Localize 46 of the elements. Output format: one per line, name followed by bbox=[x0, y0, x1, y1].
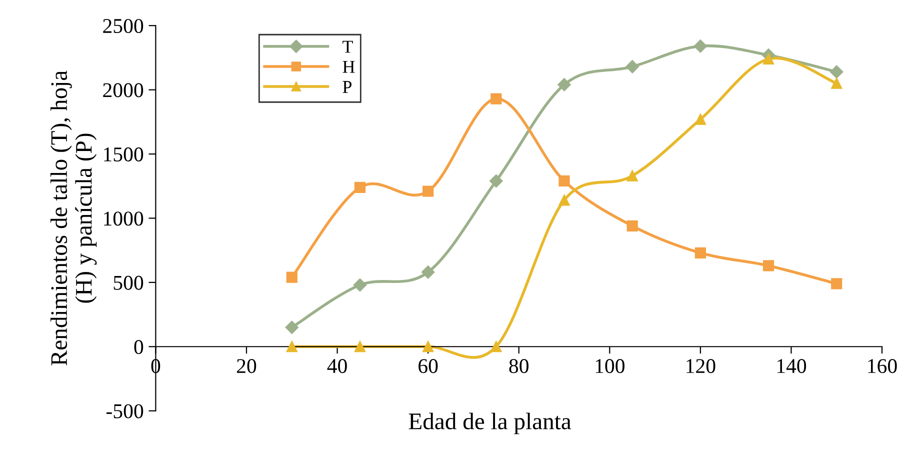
point bbox=[286, 272, 298, 283]
x-axis-title: Edad de la planta bbox=[408, 412, 572, 434]
x-tick-label: 160 bbox=[868, 359, 897, 374]
point bbox=[762, 260, 774, 272]
y-tick-label: 1000 bbox=[104, 212, 144, 226]
point bbox=[354, 341, 366, 352]
x-tick-label: 80 bbox=[509, 359, 528, 374]
x-tick-label: 120 bbox=[686, 359, 716, 374]
point bbox=[830, 65, 844, 78]
y-tick-label: 1500 bbox=[104, 147, 144, 162]
y-axis-title: Rendimientos de tallo (T), hoja (H) y panícula (P) bbox=[50, 70, 97, 366]
x-tick-label: 20 bbox=[236, 359, 256, 374]
point bbox=[354, 182, 366, 193]
point bbox=[762, 53, 774, 65]
point bbox=[286, 341, 298, 352]
point bbox=[558, 175, 570, 187]
point bbox=[694, 40, 708, 53]
y-tick-label: 2500 bbox=[103, 18, 144, 34]
point bbox=[626, 60, 639, 74]
point bbox=[422, 186, 434, 197]
point bbox=[421, 266, 435, 279]
y-tick-label: 0 bbox=[134, 340, 144, 354]
y-tick-label: 2000 bbox=[103, 83, 144, 98]
x-tick-label: 100 bbox=[596, 359, 624, 374]
legend-label: P bbox=[342, 81, 352, 93]
point bbox=[558, 78, 571, 92]
y-tick-label: -500 bbox=[106, 404, 144, 418]
y-tick-label: 500 bbox=[114, 276, 144, 290]
point bbox=[490, 174, 503, 188]
point bbox=[831, 278, 842, 290]
legend-label: H bbox=[342, 60, 355, 73]
point bbox=[285, 320, 298, 334]
point bbox=[422, 341, 434, 352]
point bbox=[694, 114, 706, 125]
point bbox=[558, 194, 570, 206]
point bbox=[490, 341, 502, 352]
point bbox=[490, 93, 502, 104]
legend-label: T bbox=[342, 40, 353, 53]
point bbox=[694, 247, 706, 258]
x-tick-label: 60 bbox=[418, 359, 438, 374]
x-tick-label: 40 bbox=[327, 359, 347, 374]
point bbox=[831, 78, 842, 89]
point bbox=[626, 220, 638, 232]
x-tick-label: 140 bbox=[777, 359, 806, 374]
point bbox=[626, 170, 638, 182]
point bbox=[353, 278, 367, 292]
